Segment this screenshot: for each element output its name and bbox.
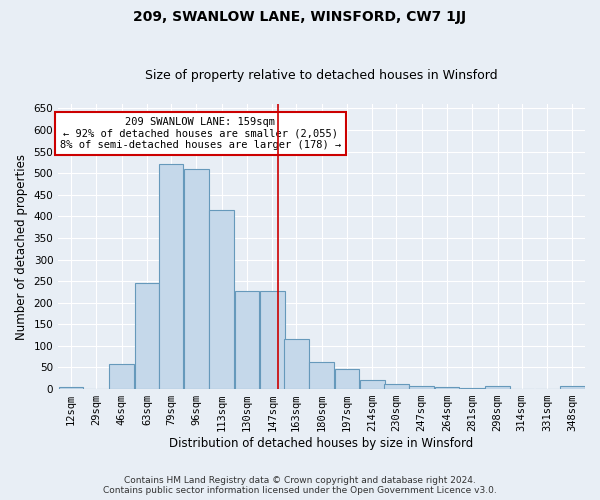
Bar	[184, 169, 209, 389]
Bar	[309, 362, 334, 389]
Bar	[109, 364, 134, 389]
Bar	[235, 290, 259, 389]
Bar	[360, 380, 385, 389]
Bar	[284, 338, 308, 389]
Text: 209, SWANLOW LANE, WINSFORD, CW7 1JJ: 209, SWANLOW LANE, WINSFORD, CW7 1JJ	[133, 10, 467, 24]
Bar	[384, 384, 409, 389]
Bar	[335, 369, 359, 389]
X-axis label: Distribution of detached houses by size in Winsford: Distribution of detached houses by size …	[169, 437, 474, 450]
Bar	[460, 388, 485, 389]
Title: Size of property relative to detached houses in Winsford: Size of property relative to detached ho…	[145, 69, 498, 82]
Text: 209 SWANLOW LANE: 159sqm
← 92% of detached houses are smaller (2,055)
8% of semi: 209 SWANLOW LANE: 159sqm ← 92% of detach…	[60, 117, 341, 150]
Bar	[485, 386, 510, 389]
Bar	[209, 210, 234, 389]
Bar	[158, 164, 183, 389]
Bar	[560, 386, 584, 389]
Bar	[134, 284, 159, 389]
Text: Contains HM Land Registry data © Crown copyright and database right 2024.
Contai: Contains HM Land Registry data © Crown c…	[103, 476, 497, 495]
Y-axis label: Number of detached properties: Number of detached properties	[15, 154, 28, 340]
Bar	[59, 387, 83, 389]
Bar	[434, 387, 459, 389]
Bar	[260, 290, 284, 389]
Bar	[409, 386, 434, 389]
